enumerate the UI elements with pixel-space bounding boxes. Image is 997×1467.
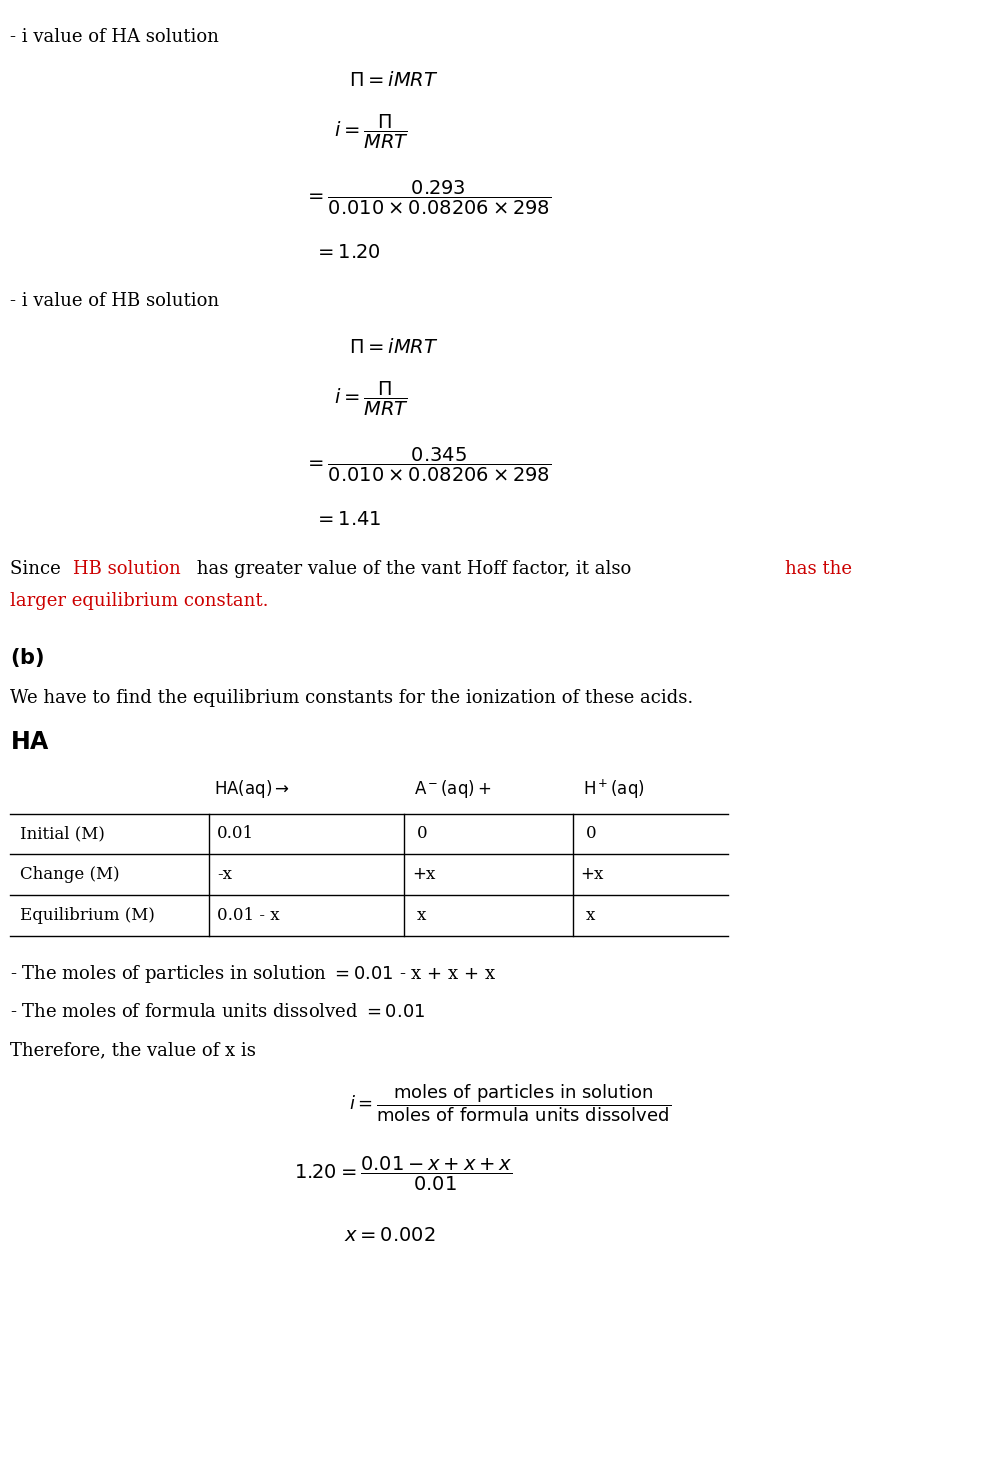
Text: Change (M): Change (M)	[20, 866, 120, 883]
Text: Since: Since	[10, 560, 67, 578]
Text: We have to find the equilibrium constants for the ionization of these acids.: We have to find the equilibrium constant…	[10, 689, 693, 707]
Text: - The moles of formula units dissolved $= 0.01$: - The moles of formula units dissolved $…	[10, 1003, 426, 1021]
Text: $\mathrm{H^+(aq)}$: $\mathrm{H^+(aq)}$	[583, 778, 645, 801]
Text: Therefore, the value of x is: Therefore, the value of x is	[10, 1042, 256, 1059]
Text: $\mathbf{(b)}$: $\mathbf{(b)}$	[10, 645, 44, 669]
Text: -x: -x	[217, 866, 232, 883]
Text: 0: 0	[586, 826, 597, 842]
Text: Initial (M): Initial (M)	[20, 826, 105, 842]
Text: $+$x: $+$x	[580, 866, 605, 883]
Text: HB solution: HB solution	[73, 560, 180, 578]
Text: $1.20 = \dfrac{0.01 - x + x + x}{0.01}$: $1.20 = \dfrac{0.01 - x + x + x}{0.01}$	[294, 1155, 512, 1193]
Text: 0.01: 0.01	[217, 826, 254, 842]
Text: $\Pi = iMRT$: $\Pi = iMRT$	[349, 72, 439, 89]
Text: - The moles of particles in solution $= 0.01$ - x $+$ x $+$ x: - The moles of particles in solution $= …	[10, 964, 497, 984]
Text: - i value of HA solution: - i value of HA solution	[10, 28, 219, 45]
Text: 0.01 - x: 0.01 - x	[217, 907, 280, 924]
Text: $+$x: $+$x	[412, 866, 437, 883]
Text: - i value of HB solution: - i value of HB solution	[10, 292, 219, 310]
Text: 0: 0	[417, 826, 428, 842]
Text: $x = 0.002$: $x = 0.002$	[344, 1226, 436, 1244]
Text: $= 1.41$: $= 1.41$	[314, 511, 382, 528]
Text: $i = \dfrac{\mathrm{moles\ of\ particles\ in\ solution}}{\mathrm{moles\ of\ form: $i = \dfrac{\mathrm{moles\ of\ particles…	[349, 1083, 671, 1124]
Text: has greater value of the vant Hoff factor, it also: has greater value of the vant Hoff facto…	[191, 560, 637, 578]
Text: has the: has the	[785, 560, 851, 578]
Text: $i = \dfrac{\Pi}{MRT}$: $i = \dfrac{\Pi}{MRT}$	[334, 380, 409, 418]
Text: x: x	[586, 907, 595, 924]
Text: $= 1.20$: $= 1.20$	[314, 244, 381, 261]
Text: $= \dfrac{0.345}{0.010 \times 0.08206 \times 298}$: $= \dfrac{0.345}{0.010 \times 0.08206 \t…	[304, 446, 551, 484]
Text: larger equilibrium constant.: larger equilibrium constant.	[10, 593, 268, 610]
Text: $\mathrm{HA(aq) \rightarrow}$: $\mathrm{HA(aq) \rightarrow}$	[214, 779, 290, 800]
Text: $= \dfrac{0.293}{0.010 \times 0.08206 \times 298}$: $= \dfrac{0.293}{0.010 \times 0.08206 \t…	[304, 179, 551, 217]
Text: x: x	[417, 907, 426, 924]
Text: $\mathbf{HA}$: $\mathbf{HA}$	[10, 731, 50, 754]
Text: $\Pi = iMRT$: $\Pi = iMRT$	[349, 339, 439, 356]
Text: Equilibrium (M): Equilibrium (M)	[20, 907, 155, 924]
Text: $\mathrm{A^-(aq) +}$: $\mathrm{A^-(aq) +}$	[414, 779, 492, 800]
Text: $i = \dfrac{\Pi}{MRT}$: $i = \dfrac{\Pi}{MRT}$	[334, 113, 409, 151]
